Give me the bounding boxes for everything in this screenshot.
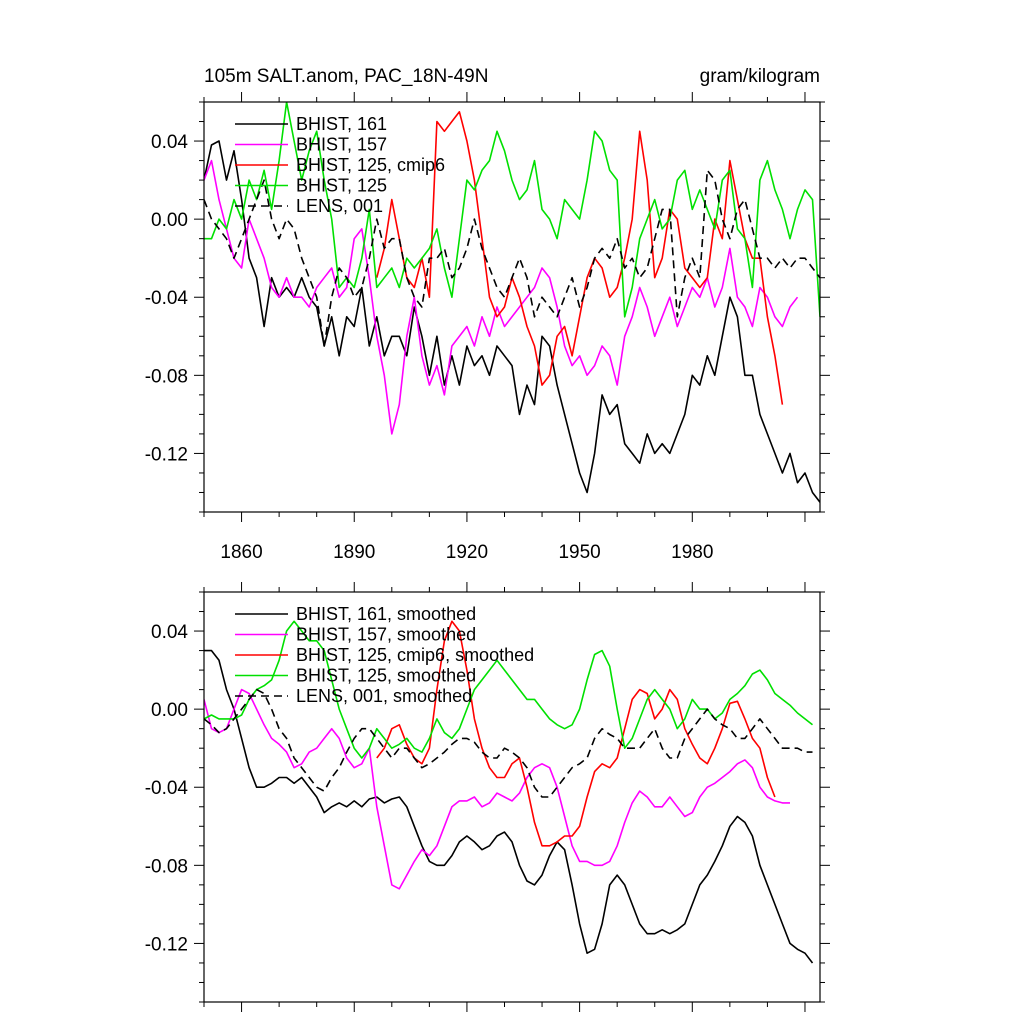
bottom-series-bhist-161-smoothed: [204, 649, 814, 964]
top-series-lens-001: [204, 169, 820, 347]
bottom-legend-label-bhist-161-smoothed: BHIST, 161, smoothed: [296, 604, 476, 624]
top-legend-label-bhist-125: BHIST, 125: [296, 176, 387, 196]
bottom-legend-label-lens-001-smoothed: LENS, 001, smoothed: [296, 686, 472, 706]
bottom-y-tick-label: -0.04: [145, 778, 189, 799]
bottom-y-tick-label: -0.08: [145, 856, 188, 877]
top-legend-label-bhist-157: BHIST, 157: [296, 135, 387, 155]
bottom-series-bhist-125-smoothed: [204, 620, 813, 759]
bottom-legend-label-bhist-125-smoothed: BHIST, 125, smoothed: [296, 666, 476, 686]
top-plot-frame: [203, 101, 821, 513]
figure-title: 105m SALT.anom, PAC_18N-49N: [204, 66, 488, 87]
top-series-bhist-125: [204, 102, 820, 318]
top-legend-label-bhist-161: BHIST, 161: [296, 114, 387, 134]
bottom-y-tick-label: 0.04: [151, 622, 188, 643]
panel-bottom: 0.04 0.00 -0.04 -0.08 -0.12 BHIST, 161, smoot…: [145, 582, 830, 1012]
panel-top: 1860 1890 1920 1950 1980 0.04 0.00 -0.04 -0.08 -0…: [145, 92, 830, 563]
top-y-tick-label: -0.12: [145, 444, 188, 465]
bottom-series-bhist-157-smoothed: [204, 688, 790, 890]
top-y-tick-label: -0.04: [145, 288, 189, 309]
top-legend-label-bhist-125-cmip6: BHIST, 125, cmip6: [296, 155, 445, 175]
top-y-tick-label: 0.00: [151, 210, 188, 231]
top-series-bhist-161: [204, 140, 820, 503]
bottom-legend-label-bhist-157-smoothed: BHIST, 157, smoothed: [296, 625, 476, 645]
top-y-tick-label: 0.04: [151, 132, 188, 153]
bottom-legend-label-bhist-125-cmip6-smoothed: BHIST, 125, cmip6, smoothed: [296, 645, 534, 665]
bottom-series-lens-001-smoothed: [204, 688, 813, 798]
top-series-bhist-157: [204, 159, 799, 435]
top-legend-label-lens-001: LENS, 001: [296, 196, 383, 216]
bottom-y-tick-label: -0.12: [145, 934, 188, 955]
top-x-tick-label-1980: 1980: [671, 542, 713, 563]
bottom-series-bhist-125-cmip6-smoothed: [376, 620, 776, 847]
top-y-tick-label: -0.08: [145, 366, 188, 387]
top-series-bhist-125-cmip6: [376, 111, 784, 405]
top-x-tick-label-1950: 1950: [558, 542, 600, 563]
bottom-y-tick-label: 0.00: [151, 700, 188, 721]
units-label: gram/kilogram: [700, 66, 820, 87]
top-x-tick-label-1860: 1860: [220, 542, 262, 563]
bottom-plot-frame: [203, 591, 821, 1003]
top-x-tick-label-1920: 1920: [446, 542, 488, 563]
top-x-tick-label-1890: 1890: [333, 542, 375, 563]
